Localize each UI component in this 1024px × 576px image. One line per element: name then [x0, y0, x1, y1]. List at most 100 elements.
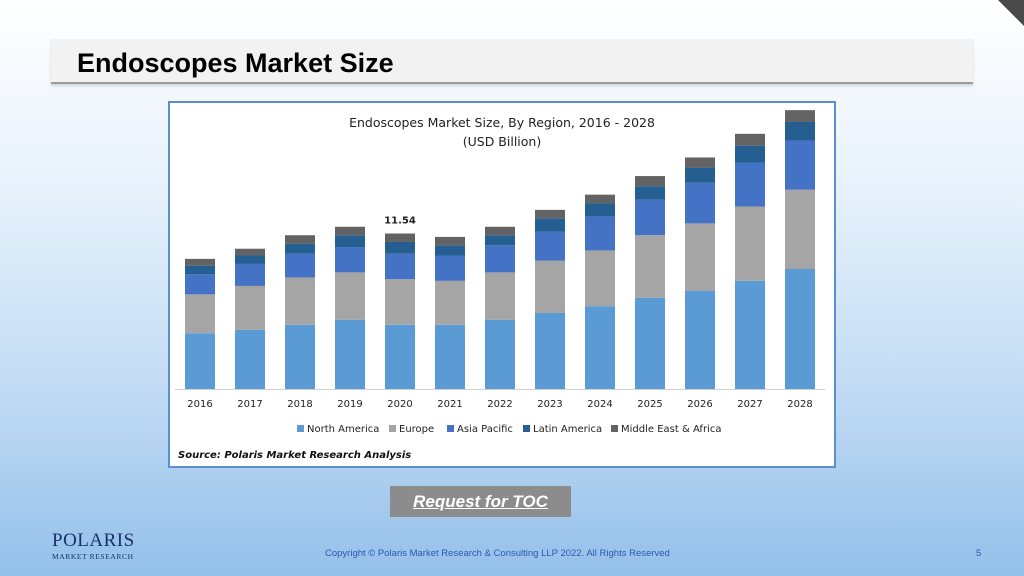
bar-segment — [735, 162, 765, 207]
bar-segment — [185, 294, 215, 334]
bar-segment — [685, 157, 715, 168]
bar-segment — [385, 324, 415, 389]
bar-segment — [685, 182, 715, 224]
x-tick-label: 2025 — [637, 399, 662, 410]
page-title: Endoscopes Market Size — [77, 48, 394, 78]
bar-segment — [435, 245, 465, 256]
bar-segment — [185, 274, 215, 295]
bar-segment — [685, 167, 715, 183]
bar-segment — [535, 209, 565, 219]
x-tick-label: 2020 — [387, 399, 412, 410]
title-bar: Endoscopes Market Size — [51, 39, 973, 84]
bar-segment — [435, 255, 465, 281]
bar-segment — [385, 241, 415, 254]
bar-segment — [635, 176, 665, 187]
x-tick-label: 2027 — [737, 399, 762, 410]
copyright-text: Copyright © Polaris Market Research & Co… — [325, 548, 670, 559]
bar-segment — [735, 133, 765, 146]
bar-segment — [335, 319, 365, 389]
chart-subtitle: (USD Billion) — [462, 134, 542, 149]
bar-segment — [185, 333, 215, 389]
bar-segment — [435, 280, 465, 325]
legend-swatch — [297, 425, 304, 432]
legend-label: Latin America — [533, 424, 602, 435]
bar-segment — [785, 110, 815, 122]
bar-segment — [335, 272, 365, 320]
bar-segment — [635, 199, 665, 236]
x-tick-label: 2017 — [237, 399, 262, 410]
bar-segment — [335, 226, 365, 236]
chart-title: Endoscopes Market Size, By Region, 2016 … — [349, 115, 655, 130]
bar-segment — [385, 253, 415, 280]
bar-segment — [485, 226, 515, 236]
bar-segment — [735, 145, 765, 163]
bar-segment — [535, 260, 565, 313]
x-tick-label: 2026 — [687, 399, 712, 410]
bar-segment — [285, 324, 315, 389]
bar-segment — [485, 245, 515, 273]
legend-swatch — [447, 425, 454, 432]
bar-segment — [485, 272, 515, 320]
bar-segment — [285, 243, 315, 254]
bar-segment — [785, 121, 815, 141]
bar-segment — [235, 263, 265, 286]
bar-segment — [435, 324, 465, 389]
bar-segment — [535, 231, 565, 261]
bar-segment — [635, 297, 665, 389]
bar-segment — [685, 223, 715, 291]
bar-segment — [185, 258, 215, 266]
chart-source: Source: Polaris Market Research Analysis — [178, 450, 412, 461]
legend-swatch — [389, 425, 396, 432]
legend-swatch — [523, 425, 530, 432]
bar-segment — [785, 269, 815, 389]
x-tick-label: 2024 — [587, 399, 612, 410]
x-tick-label: 2028 — [787, 399, 812, 410]
logo-sub-text: MARKET RESEARCH — [52, 552, 134, 561]
legend-label: Middle East & Africa — [621, 424, 721, 435]
bar-segment — [335, 235, 365, 248]
bar-segment — [785, 140, 815, 190]
bar-segment — [585, 194, 615, 204]
bar-segment — [435, 236, 465, 246]
page-number: 5 — [976, 548, 982, 559]
bar-segment — [285, 253, 315, 278]
x-tick-label: 2018 — [287, 399, 312, 410]
bar-segment — [485, 319, 515, 389]
bar-segment — [585, 306, 615, 389]
bar-segment — [585, 216, 615, 251]
bar-segment — [485, 235, 515, 246]
x-tick-label: 2021 — [437, 399, 462, 410]
x-tick-label: 2022 — [487, 399, 512, 410]
chart-plot: 2016 2017 2018 2019 2020 11.54 2021 2022 2023 202… — [175, 110, 825, 435]
bar-segment — [185, 265, 215, 275]
bar-segment — [235, 285, 265, 330]
bar-segment — [285, 277, 315, 325]
bar-segment — [235, 255, 265, 264]
bar-segment — [585, 203, 615, 217]
request-toc-button[interactable]: Request for TOC — [390, 486, 571, 517]
bar-segment — [235, 248, 265, 256]
polaris-logo: POLARIS MARKET RESEARCH — [52, 531, 135, 561]
chart-frame: Endoscopes Market Size, By Region, 2016 … — [168, 101, 836, 468]
x-tick-label: 2023 — [537, 399, 562, 410]
legend-label: Europe — [399, 424, 434, 435]
bar-segment — [535, 218, 565, 232]
bar-segment — [735, 206, 765, 281]
bar-segment — [335, 247, 365, 273]
x-tick-label: 2019 — [337, 399, 362, 410]
corner-triangle-icon — [998, 0, 1024, 26]
bar-segment — [235, 329, 265, 389]
bar-segment — [685, 290, 715, 389]
legend-label: Asia Pacific — [457, 424, 513, 435]
bar-segment — [785, 189, 815, 270]
bar-segment — [635, 235, 665, 298]
bar-segment — [535, 312, 565, 389]
legend-label: North America — [307, 424, 379, 435]
bar-segment — [385, 233, 415, 242]
bar-segment — [285, 235, 315, 244]
logo-main-text: POLARIS — [52, 530, 135, 551]
bar-segment — [735, 280, 765, 389]
bar-segment — [385, 279, 415, 325]
bar-segment — [635, 186, 665, 200]
x-tick-label: 2016 — [187, 399, 212, 410]
